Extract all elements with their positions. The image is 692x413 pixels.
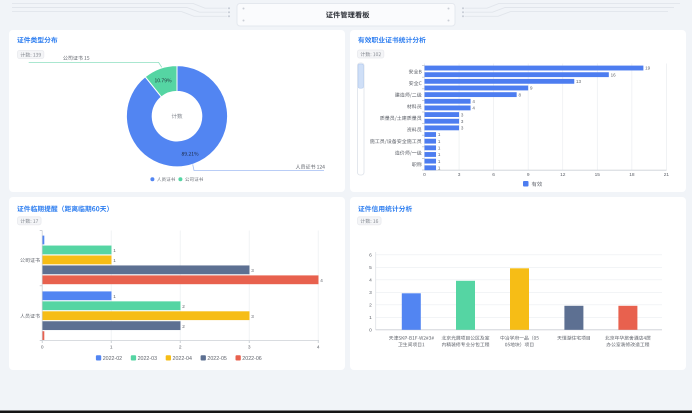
svg-text:3: 3: [251, 268, 254, 273]
svg-text:0: 0: [423, 172, 426, 178]
svg-text:0: 0: [41, 344, 44, 350]
svg-text:4: 4: [472, 106, 475, 111]
svg-text:13: 13: [576, 79, 582, 84]
svg-text:15: 15: [595, 172, 601, 178]
svg-text:12: 12: [560, 172, 566, 178]
svg-text:6: 6: [369, 253, 372, 259]
svg-text:4: 4: [317, 344, 320, 350]
svg-text:1: 1: [438, 159, 441, 164]
svg-text:3: 3: [461, 126, 464, 131]
svg-text:3: 3: [369, 290, 372, 296]
svg-text:1: 1: [438, 152, 441, 157]
svg-text:2022-04: 2022-04: [173, 356, 192, 362]
svg-text:1: 1: [438, 146, 441, 151]
svg-text:5: 5: [369, 265, 372, 271]
svg-text:2: 2: [182, 324, 185, 329]
svg-text:2022-05: 2022-05: [207, 356, 226, 362]
svg-text:2022-03: 2022-03: [138, 356, 157, 362]
svg-text:2022-02: 2022-02: [103, 356, 122, 362]
svg-text:1: 1: [438, 139, 441, 144]
svg-text:0: 0: [369, 328, 372, 334]
svg-text:3: 3: [458, 172, 461, 178]
svg-text:21: 21: [664, 172, 670, 178]
svg-text:2: 2: [182, 304, 185, 309]
svg-text:2022-06: 2022-06: [242, 356, 261, 362]
svg-text:1: 1: [113, 258, 116, 263]
svg-text:1: 1: [113, 248, 116, 253]
svg-text:18: 18: [629, 172, 635, 178]
svg-text:9: 9: [530, 86, 533, 91]
svg-text:3: 3: [248, 344, 251, 350]
svg-text:4: 4: [369, 278, 372, 284]
svg-text:1: 1: [113, 294, 116, 299]
svg-text:4: 4: [472, 99, 475, 104]
svg-text:1: 1: [369, 315, 372, 321]
svg-text:8: 8: [518, 92, 521, 97]
svg-text:19: 19: [645, 66, 651, 71]
svg-text:3: 3: [461, 119, 464, 124]
svg-text:1: 1: [438, 132, 441, 137]
svg-text:9: 9: [527, 172, 530, 178]
svg-text:4: 4: [320, 278, 323, 283]
svg-text:2: 2: [369, 303, 372, 309]
svg-text:16: 16: [611, 72, 617, 77]
svg-text:3: 3: [461, 112, 464, 117]
svg-text:1: 1: [438, 165, 441, 170]
svg-text:1: 1: [110, 344, 113, 350]
svg-text:2: 2: [179, 344, 182, 350]
svg-text:3: 3: [251, 314, 254, 319]
svg-text:6: 6: [492, 172, 495, 178]
